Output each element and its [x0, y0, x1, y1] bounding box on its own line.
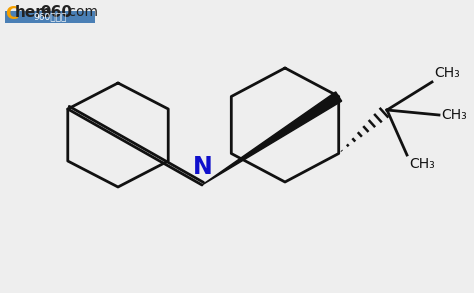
Text: 960化工网: 960化工网 — [33, 13, 67, 21]
Text: hem: hem — [15, 5, 52, 20]
Text: CH₃: CH₃ — [434, 66, 460, 80]
Polygon shape — [202, 92, 342, 185]
Text: CH₃: CH₃ — [409, 157, 435, 171]
Text: CH₃: CH₃ — [441, 108, 467, 122]
Text: N: N — [193, 155, 213, 179]
Text: C: C — [5, 5, 18, 23]
Text: .com: .com — [65, 5, 99, 19]
Bar — [5, 11, 95, 23]
Text: 960: 960 — [40, 5, 72, 20]
